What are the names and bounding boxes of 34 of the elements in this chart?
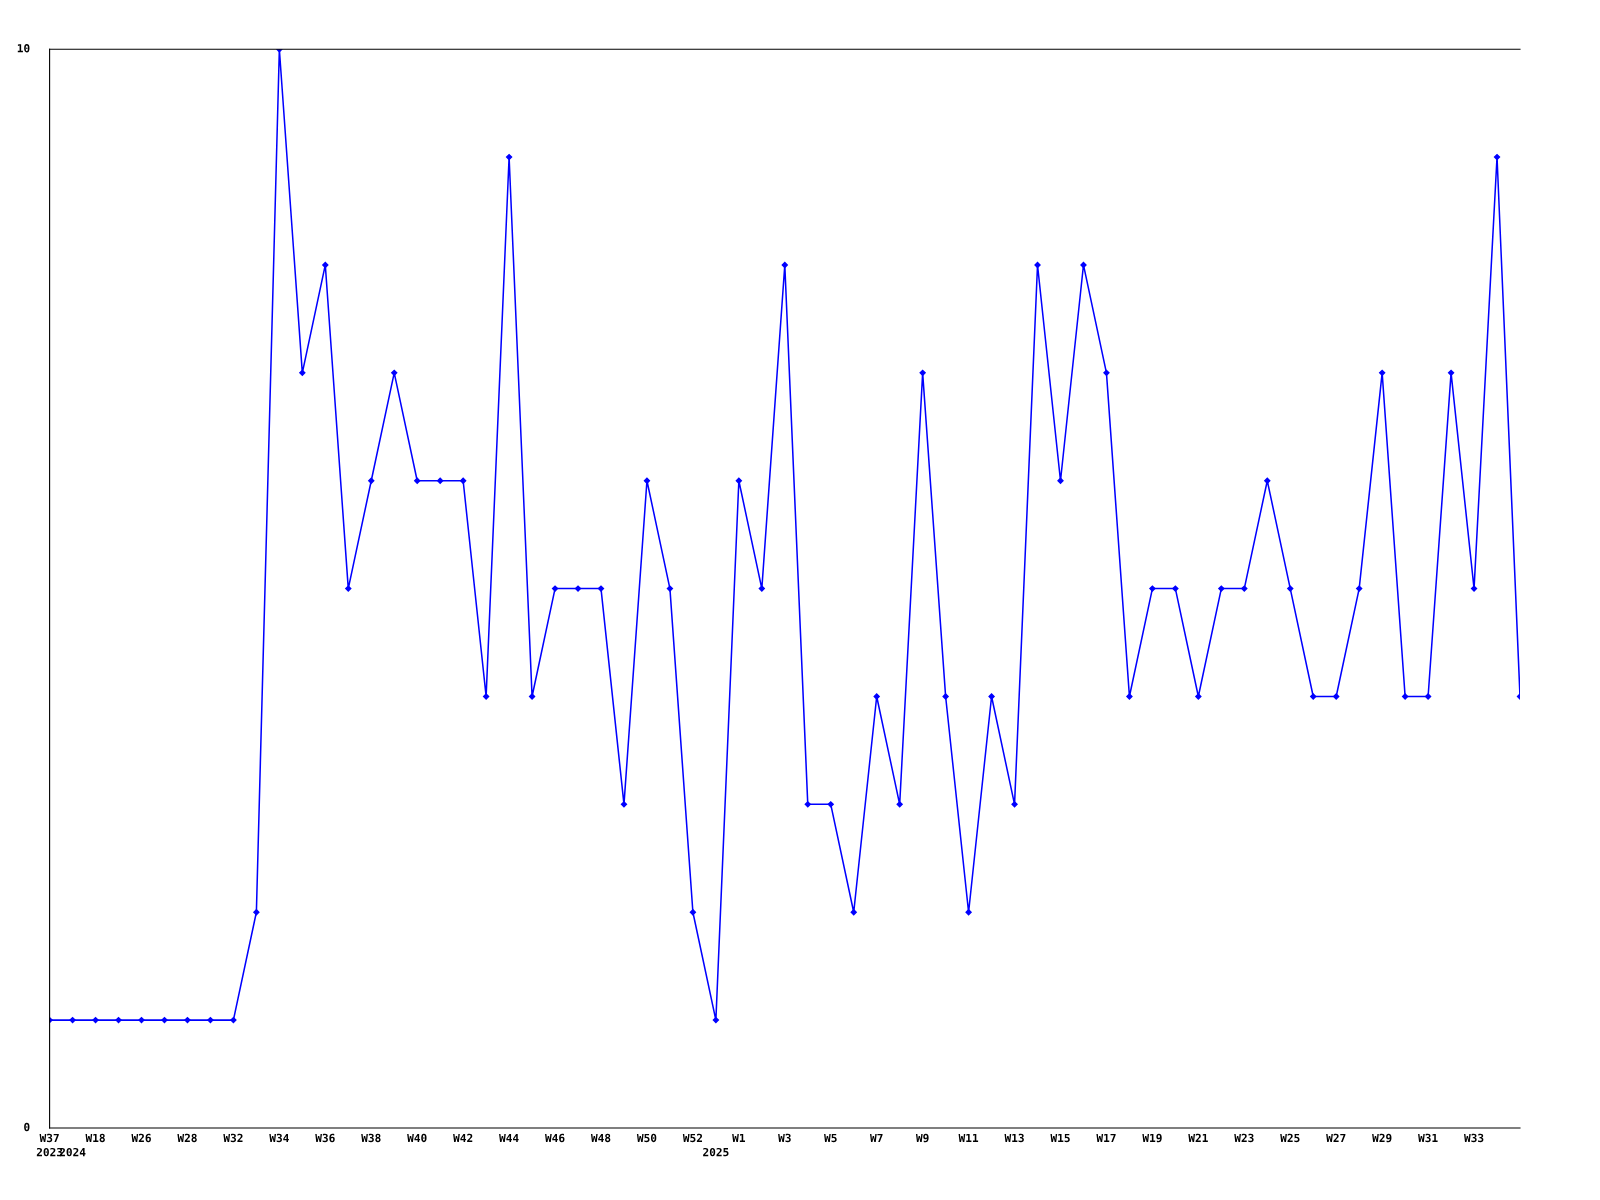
x-tick-label: W52	[682, 1133, 703, 1143]
x-tick-label: W33	[1464, 1133, 1484, 1143]
x-tick-label: W38	[361, 1133, 381, 1143]
x-tick-label: W19	[1142, 1133, 1162, 1143]
x-tick-label: W29	[1372, 1133, 1392, 1143]
y-tick-label: 0	[24, 1122, 30, 1132]
x-tick-label: W42	[453, 1133, 473, 1142]
x-tick-label: W1	[732, 1133, 746, 1142]
x-tick-label: W48	[590, 1133, 611, 1143]
x-tick-label: 2025	[703, 1147, 729, 1157]
x-tick-label: W18	[85, 1133, 105, 1143]
x-tick-label: W34	[269, 1133, 289, 1143]
x-tick-label: W27	[1326, 1133, 1346, 1142]
x-tick-label: W46	[545, 1133, 565, 1143]
x-tick-label: W26	[131, 1133, 151, 1143]
x-tick-label: W40	[407, 1133, 427, 1143]
x-tick-label: W9	[915, 1133, 929, 1143]
x-tick-label: W5	[824, 1133, 837, 1143]
y-tick-label: 10	[17, 44, 30, 53]
x-tick-label: W25	[1280, 1133, 1300, 1143]
x-tick-label: W36	[315, 1133, 335, 1143]
x-tick-label: W28	[177, 1133, 197, 1143]
x-tick-label: W31	[1418, 1133, 1438, 1143]
x-tick-label: W13	[1004, 1133, 1024, 1143]
x-tick-label: W44	[499, 1133, 519, 1142]
x-tick-label: W3	[778, 1133, 791, 1143]
x-tick-label: W23	[1234, 1133, 1254, 1143]
x-tick-label: W11	[958, 1133, 979, 1142]
x-tick-label: W15	[1050, 1133, 1070, 1143]
x-tick-label: W17	[1096, 1133, 1116, 1142]
x-tick-label: W7	[870, 1133, 883, 1142]
x-tick-label: W32	[223, 1133, 243, 1143]
x-tick-label: W21	[1188, 1133, 1208, 1142]
x-tick-label: W50	[636, 1133, 657, 1143]
